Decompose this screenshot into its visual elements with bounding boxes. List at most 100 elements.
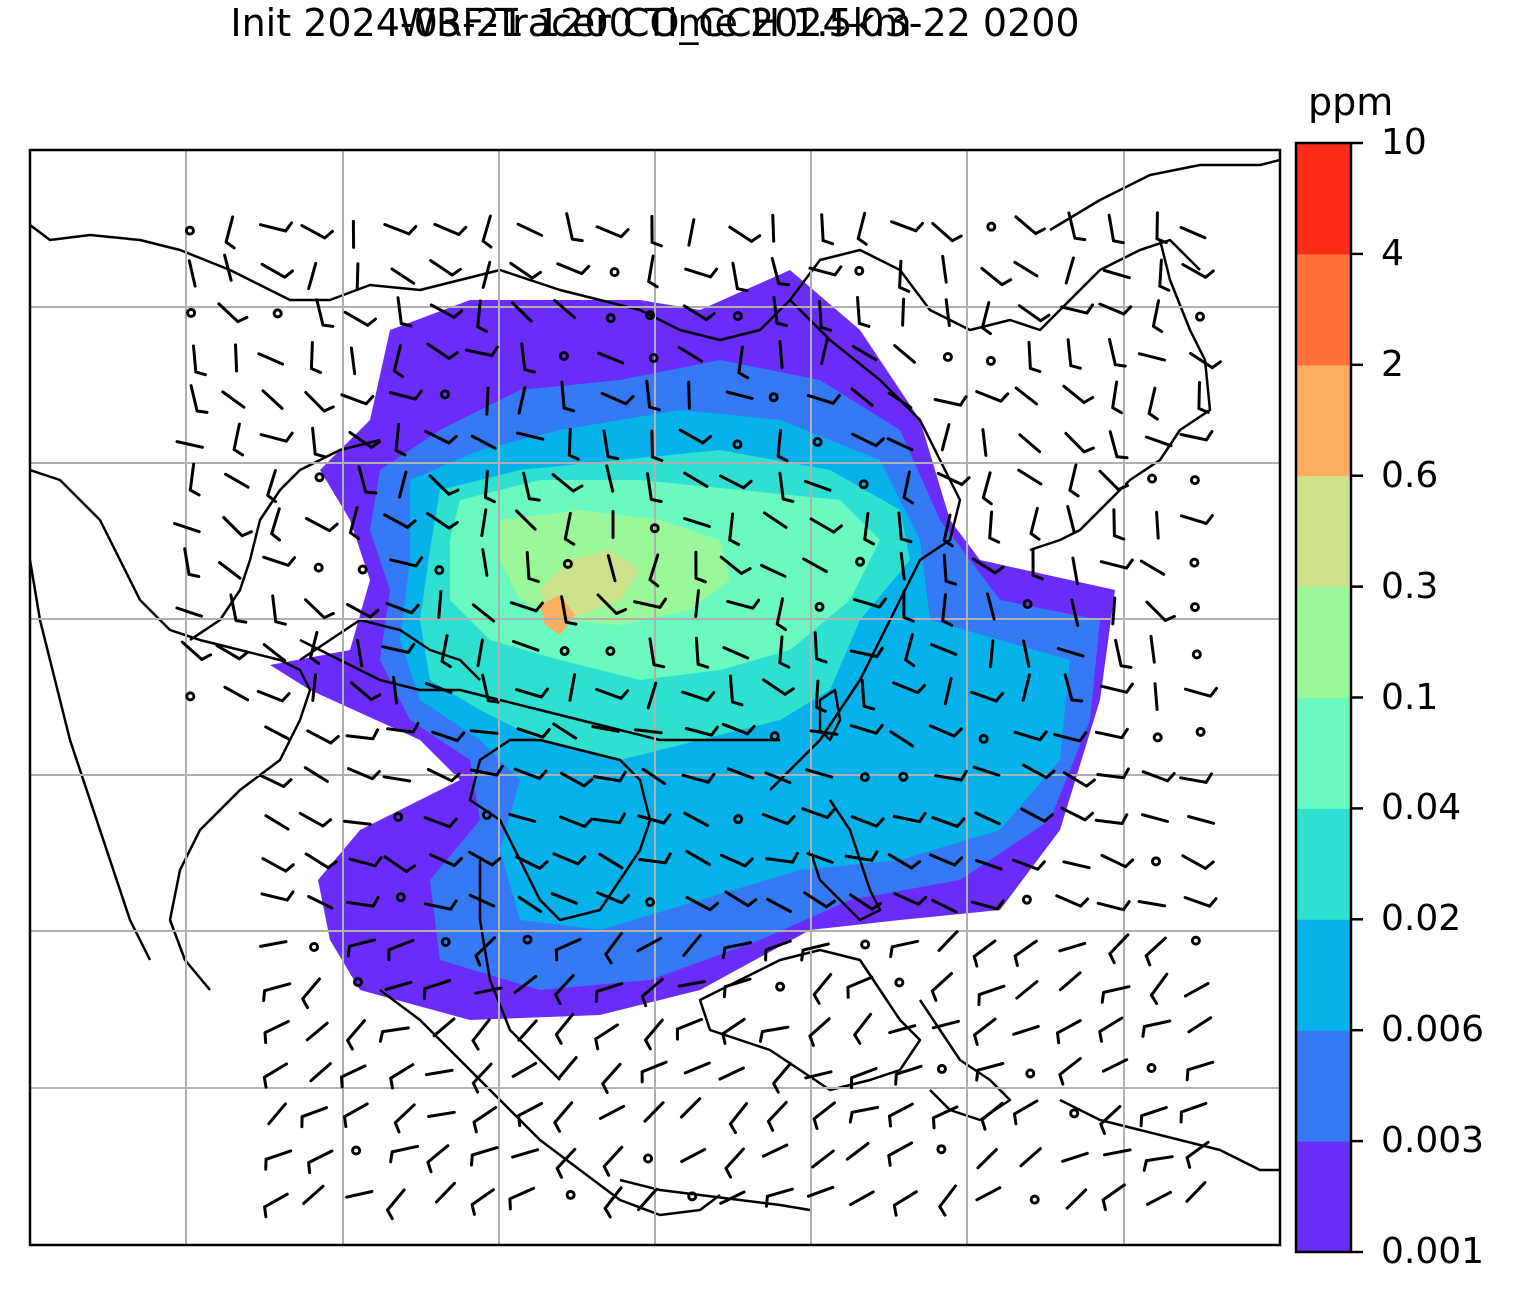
wind-barb: [383, 223, 418, 236]
wind-barb: [555, 1147, 577, 1179]
wind-barb: [1060, 303, 1095, 315]
wind-barb: [772, 295, 789, 328]
wind-barb: [1187, 1016, 1213, 1034]
wind-barb: [758, 1025, 790, 1043]
colorbar-segment: [1296, 253, 1351, 366]
wind-barb: [426, 1144, 450, 1174]
wind-barb: [551, 473, 584, 493]
wind-calm-marker: [644, 897, 655, 908]
wind-barb: [1185, 1060, 1215, 1082]
wind-calm-marker: [1025, 1068, 1036, 1079]
wind-calm-marker: [733, 814, 744, 825]
wind-barb: [975, 859, 1003, 871]
wind-calm-marker: [942, 351, 953, 362]
wind-calm-marker: [1146, 1062, 1157, 1073]
wind-calm-marker: [439, 389, 450, 400]
wind-barb: [1099, 1105, 1122, 1135]
taiwan: [818, 688, 842, 742]
wind-barb: [719, 1190, 746, 1205]
wind-barb: [311, 426, 327, 459]
wind-calm-marker: [854, 265, 865, 276]
wind-barb: [433, 222, 468, 236]
wind-barb: [270, 507, 281, 542]
coastline-newguinea: [1059, 1098, 1280, 1172]
wind-barb: [721, 1017, 746, 1045]
wind-barb: [383, 513, 417, 529]
wind-barb: [942, 513, 954, 548]
wind-barb: [480, 508, 488, 537]
wind-barb: [853, 1012, 873, 1045]
wind-barb: [1179, 1101, 1208, 1124]
wind-barb: [345, 728, 380, 741]
wind-barb: [1141, 1019, 1172, 1038]
wind-barb: [846, 975, 874, 999]
wind-calm-marker: [1150, 856, 1161, 867]
wind-barb: [556, 262, 591, 276]
colorbar-segment: [1296, 143, 1351, 255]
wind-barb: [650, 214, 663, 248]
wind-barb: [759, 563, 787, 578]
wind-barb: [262, 643, 287, 663]
wind-barb: [1179, 514, 1214, 525]
wind-barb: [806, 393, 841, 405]
wind-barb: [809, 729, 839, 736]
wind-barb: [558, 1056, 578, 1079]
wind-barb: [517, 1102, 544, 1127]
wind-barb: [636, 936, 663, 953]
wind-barb: [1014, 386, 1039, 406]
wind-calm-marker: [357, 564, 368, 575]
wind-barb: [764, 771, 792, 785]
wind-barb: [468, 850, 502, 867]
wind-calm-marker: [272, 308, 283, 319]
wind-barb: [386, 721, 420, 734]
wind-barb: [1098, 1016, 1124, 1043]
wind-barb: [517, 386, 527, 415]
wind-barb: [1068, 463, 1080, 498]
wind-barb: [1100, 985, 1131, 1004]
coastline-sulawesi: [918, 999, 1012, 1122]
wind-barb: [256, 689, 291, 703]
wind-barb: [853, 597, 887, 609]
wind-barb: [694, 636, 710, 669]
wind-barb: [1012, 1024, 1040, 1036]
wind-barb: [888, 1024, 917, 1035]
wind-calm-marker: [559, 646, 570, 657]
wind-barb: [1060, 806, 1094, 822]
wind-barb: [771, 213, 776, 243]
wind-barb: [1064, 431, 1095, 454]
wind-barb: [844, 850, 879, 862]
wind-barb: [471, 1018, 491, 1051]
wind-barb: [1185, 1181, 1207, 1203]
wind-barb: [694, 550, 707, 584]
wind-barb: [728, 512, 741, 546]
wind-barb: [429, 853, 463, 867]
wind-barb: [899, 551, 906, 581]
wind-barb: [1183, 896, 1218, 908]
wind-barb: [302, 1184, 325, 1205]
wind-calm-marker: [186, 307, 197, 318]
wind-barb: [814, 679, 827, 713]
wind-calm-marker: [313, 562, 324, 573]
wind-barb: [1058, 1057, 1082, 1086]
wind-barb: [812, 973, 833, 1005]
wind-barb: [223, 253, 233, 282]
wind-barb: [1058, 971, 1082, 992]
wind-barb: [349, 681, 382, 701]
wind-barb: [941, 254, 948, 284]
wind-barb: [606, 554, 617, 583]
wind-calm-marker: [645, 310, 656, 321]
wind-barb: [677, 346, 703, 363]
wind-barb: [650, 429, 664, 462]
wind-barb: [820, 213, 835, 246]
wind-barb: [423, 899, 458, 911]
wind-barb: [189, 384, 209, 414]
wind-barb: [718, 1066, 745, 1081]
wind-barb: [1017, 304, 1051, 323]
wind-barb: [1099, 558, 1134, 570]
wind-calm-marker: [768, 392, 779, 403]
wind-barb: [427, 1110, 456, 1118]
wind-barb: [719, 474, 753, 490]
wind-barb: [647, 254, 659, 289]
wind-barb: [766, 897, 792, 913]
wind-barb: [892, 681, 927, 695]
